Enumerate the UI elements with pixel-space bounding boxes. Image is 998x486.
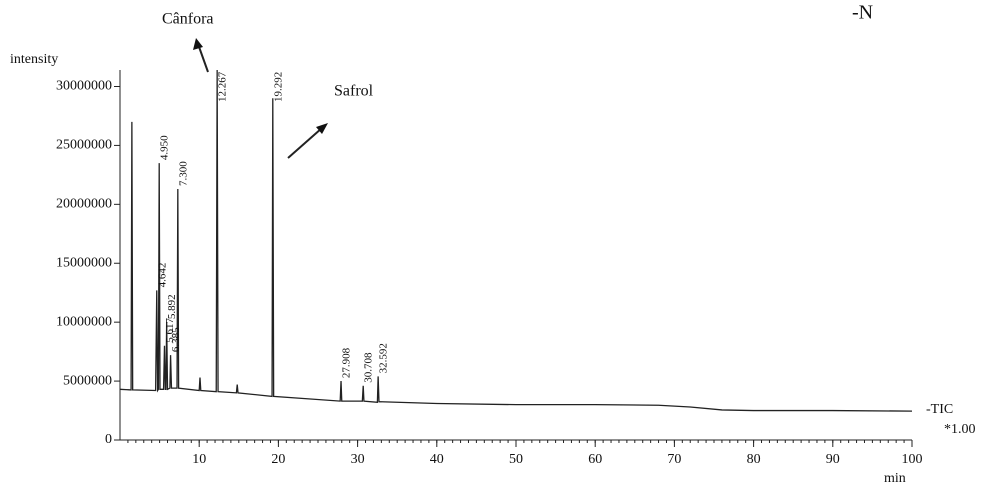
- annotation: Safrol: [334, 83, 374, 100]
- peak-label: 4.950: [159, 135, 171, 160]
- y-tick-label: 0: [105, 432, 112, 447]
- x-tick-label: 100: [902, 452, 923, 467]
- y-tick-label: 20000000: [56, 197, 112, 212]
- trace-scale: *1.00: [944, 422, 976, 437]
- peak-label: 27.908: [341, 347, 353, 378]
- y-tick-label: 15000000: [56, 255, 112, 270]
- arrow: [193, 38, 328, 159]
- x-tick-label: 70: [667, 452, 681, 467]
- peak-label: 19.292: [272, 72, 284, 102]
- peak-label: 7.300: [177, 161, 189, 186]
- x-tick-label: 40: [430, 452, 444, 467]
- peak-label: 4.642: [156, 263, 168, 288]
- y-tick-label: 10000000: [56, 314, 112, 329]
- trace: [119, 69, 913, 412]
- x-axis-label: min: [884, 471, 906, 486]
- peak-label: 30.708: [363, 352, 375, 383]
- x-tick-label: 30: [351, 452, 365, 467]
- x-tick-label: 20: [271, 452, 285, 467]
- trace-label: -TIC: [926, 402, 953, 417]
- y-axis-label: intensity: [10, 52, 58, 67]
- peak-label: 32.592: [378, 343, 390, 373]
- y-tick-label: 25000000: [56, 138, 112, 153]
- y-tick-label: 5000000: [63, 373, 112, 388]
- peak-label: 5.892: [166, 294, 178, 319]
- x-tick-label: 80: [747, 452, 761, 467]
- x-tick-label: 90: [826, 452, 840, 467]
- y-tick-label: 30000000: [56, 79, 112, 94]
- annotation: Cânfora: [162, 11, 214, 28]
- x-tick-label: 10: [192, 452, 206, 467]
- peak-label: 12.267: [217, 71, 229, 102]
- peak-label: 5.617: [164, 317, 176, 342]
- x-tick-label: 60: [588, 452, 602, 467]
- x-tick-label: 50: [509, 452, 523, 467]
- annotation: -N: [852, 2, 873, 24]
- peak-label: 6.385: [170, 327, 182, 352]
